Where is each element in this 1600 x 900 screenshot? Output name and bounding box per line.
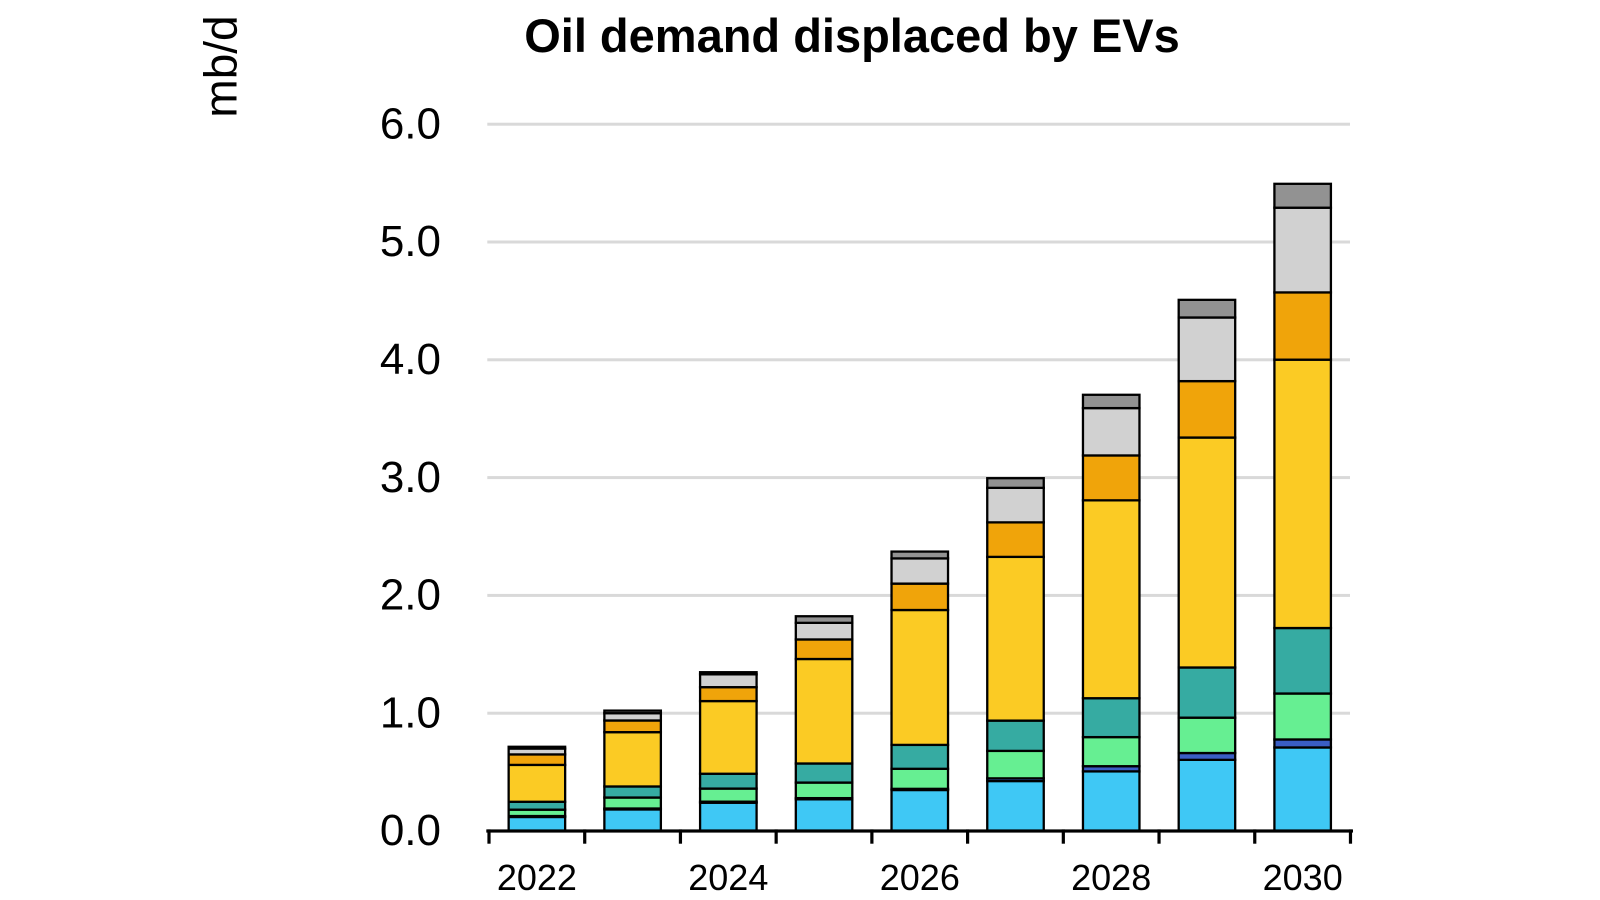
svg-text:2.0: 2.0 — [380, 571, 441, 620]
svg-text:1.0: 1.0 — [380, 688, 441, 737]
svg-text:0.0: 0.0 — [380, 806, 441, 855]
svg-text:2024: 2024 — [688, 857, 768, 898]
svg-text:mb/d: mb/d — [195, 15, 247, 117]
svg-text:4.0: 4.0 — [380, 335, 441, 384]
svg-text:2028: 2028 — [1071, 857, 1151, 898]
svg-text:2026: 2026 — [880, 857, 960, 898]
svg-text:Oil demand displaced by EVs: Oil demand displaced by EVs — [524, 9, 1180, 62]
svg-text:3.0: 3.0 — [380, 453, 441, 502]
svg-text:6.0: 6.0 — [380, 99, 441, 148]
svg-text:2022: 2022 — [497, 857, 577, 898]
svg-text:5.0: 5.0 — [380, 217, 441, 266]
svg-text:2030: 2030 — [1263, 857, 1343, 898]
